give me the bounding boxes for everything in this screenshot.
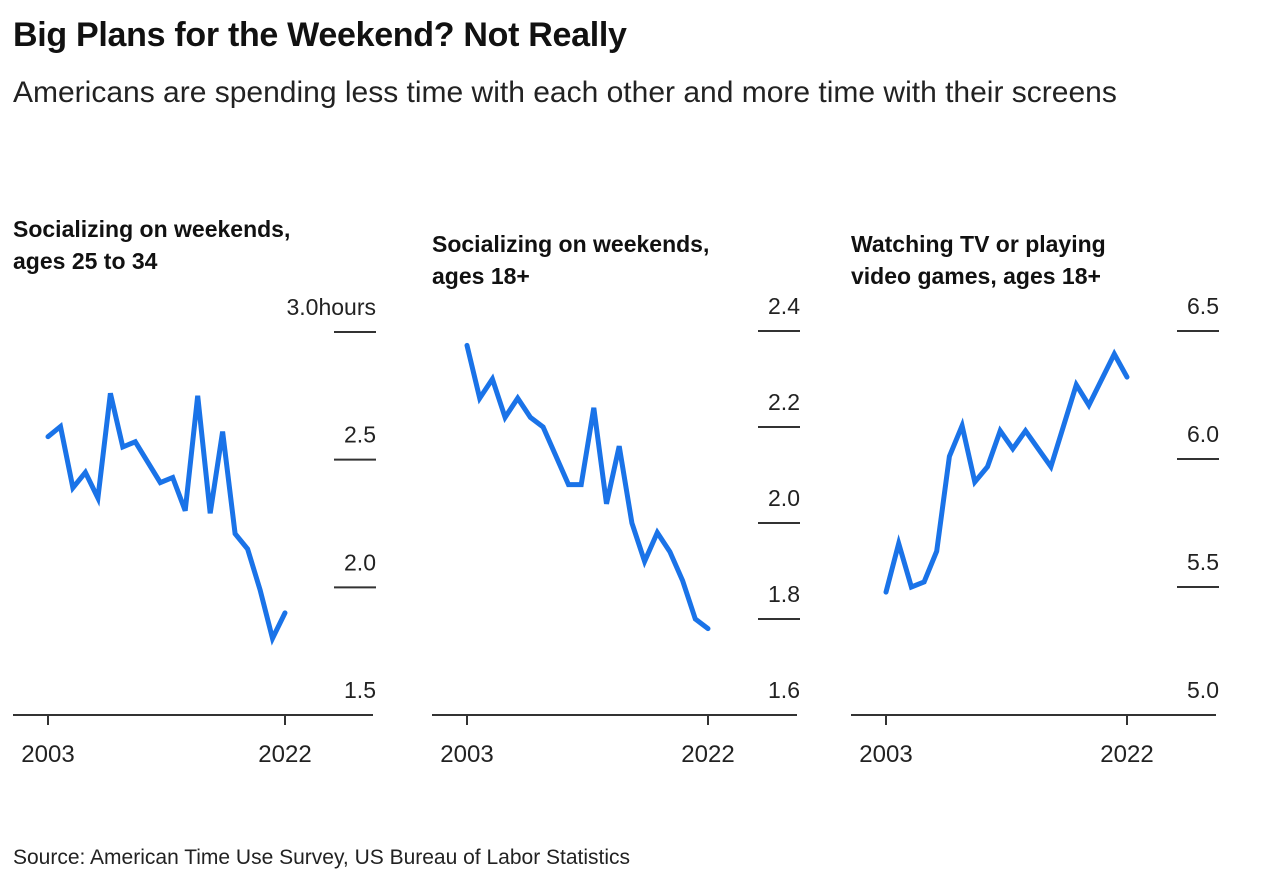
y-tick-label: 1.6 xyxy=(768,677,800,703)
source-note: Source: American Time Use Survey, US Bur… xyxy=(13,846,631,869)
y-tick-label: 3.0hours xyxy=(286,294,376,320)
x-tick-label: 2022 xyxy=(1100,741,1153,768)
y-tick-label: 1.8 xyxy=(768,581,800,607)
y-tick-label: 2.2 xyxy=(768,389,800,415)
panel-title-socializing-25-34: Socializing on weekends, ages 25 to 34 xyxy=(13,213,290,277)
series-line xyxy=(883,348,1130,595)
chart-panel-2: 1.6 1.8 2.0 2.2 2.4 2003 2022 xyxy=(432,293,800,768)
x-tick-label: 2003 xyxy=(440,741,493,768)
chart-subtitle: Americans are spending less time with ea… xyxy=(13,76,1117,109)
x-tick-label: 2003 xyxy=(859,741,912,768)
y-tick-label: 6.5 xyxy=(1187,293,1219,319)
panel-title-line: ages 25 to 34 xyxy=(13,248,158,274)
panel-title-line: Socializing on weekends, xyxy=(432,231,710,257)
y-tick-label: 1.5 xyxy=(344,677,376,703)
panel-title-tv-games: Watching TV or playing video games, ages… xyxy=(851,228,1106,292)
y-tick-label: 5.5 xyxy=(1187,549,1219,575)
y-tick-label: 2.5 xyxy=(344,422,376,448)
panel-title-line: ages 18+ xyxy=(432,263,530,289)
y-tick-label: 2.0 xyxy=(768,485,800,511)
chart-panel-1: 1.5 2.0 2.5 3.0hours 2003 2022 xyxy=(13,294,376,768)
x-tick-label: 2022 xyxy=(258,741,311,768)
panel-title-line: Watching TV or playing xyxy=(851,231,1106,257)
y-tick-label: 2.4 xyxy=(768,293,800,319)
series-line xyxy=(464,342,711,632)
chart-title: Big Plans for the Weekend? Not Really xyxy=(13,16,627,54)
series-line xyxy=(45,392,288,646)
panel-title-line: Socializing on weekends, xyxy=(13,216,291,242)
chart-panel-3: 5.0 5.5 6.0 6.5 2003 2022 xyxy=(851,293,1219,768)
y-tick-label: 5.0 xyxy=(1187,677,1219,703)
panel-title-line: video games, ages 18+ xyxy=(851,263,1101,289)
x-tick-label: 2022 xyxy=(681,741,734,768)
x-tick-label: 2003 xyxy=(21,741,74,768)
y-tick-label: 6.0 xyxy=(1187,421,1219,447)
panel-title-socializing-18plus: Socializing on weekends, ages 18+ xyxy=(432,228,709,292)
y-tick-label: 2.0 xyxy=(344,549,376,575)
